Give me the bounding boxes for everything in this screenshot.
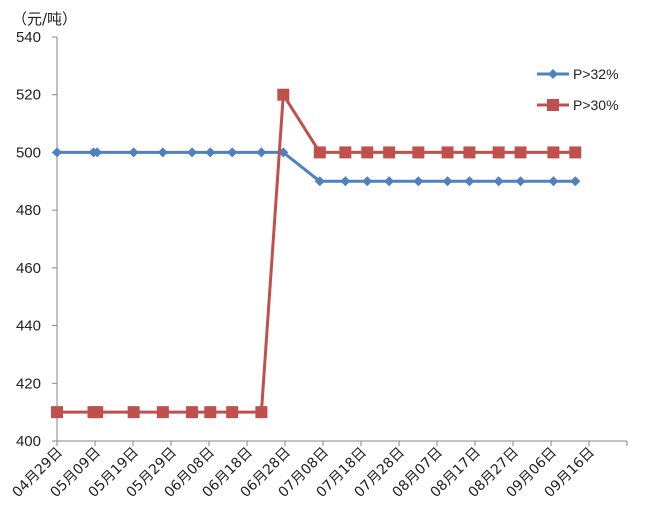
series-line <box>57 93 576 414</box>
data-point-square <box>226 406 239 419</box>
y-tick-label: 480 <box>16 202 41 219</box>
y-tick-label: 540 <box>16 29 41 46</box>
y-tick-label: 460 <box>16 260 41 277</box>
data-point-square <box>361 146 374 159</box>
data-point-square <box>547 99 559 111</box>
data-point-diamond <box>548 69 558 79</box>
data-point-square <box>514 146 527 159</box>
legend: P>32% P>30% <box>537 66 619 113</box>
data-point-square <box>127 406 140 419</box>
data-point-square <box>313 146 326 159</box>
y-tick-label: 440 <box>16 318 41 335</box>
data-point-square <box>383 146 396 159</box>
data-point-diamond <box>187 147 198 158</box>
data-point-diamond <box>362 176 373 187</box>
data-point-square <box>339 146 352 159</box>
legend-item: P>32% <box>537 66 619 82</box>
data-point-square <box>255 406 268 419</box>
data-point-diamond <box>205 147 216 158</box>
data-point-diamond <box>413 176 424 187</box>
legend-item: P>30% <box>537 97 619 113</box>
data-point-diamond <box>442 176 453 187</box>
data-point-diamond <box>570 176 581 187</box>
data-point-diamond <box>157 147 168 158</box>
x-axis-ticks: 04月29日05月09日05月19日05月29日06月08日06月18日06月2… <box>10 441 628 501</box>
data-point-diamond <box>256 147 267 158</box>
data-point-diamond <box>464 176 475 187</box>
data-point-diamond <box>227 147 238 158</box>
legend-label: P>30% <box>573 97 619 113</box>
y-tick-label: 400 <box>16 433 41 450</box>
y-tick-label: 420 <box>16 375 41 392</box>
series-1 <box>51 88 582 419</box>
series-layer <box>51 88 582 419</box>
data-point-square <box>492 146 505 159</box>
data-point-diamond <box>493 176 504 187</box>
data-point-square <box>51 406 63 419</box>
data-point-square <box>91 406 104 419</box>
data-point-square <box>569 146 582 159</box>
data-point-diamond <box>384 176 395 187</box>
y-tick-label: 500 <box>16 144 41 161</box>
data-point-diamond <box>515 176 526 187</box>
data-point-diamond <box>128 147 139 158</box>
data-point-square <box>204 406 217 419</box>
data-point-square <box>463 146 476 159</box>
data-point-diamond <box>92 147 103 158</box>
data-point-diamond <box>548 176 559 187</box>
data-point-square <box>441 146 454 159</box>
data-point-square <box>156 406 169 419</box>
data-point-diamond <box>314 176 325 187</box>
y-axis-ticks: 400 420 440 460 480 500 520 540 <box>16 29 57 450</box>
y-unit-label: （元/吨） <box>12 10 77 28</box>
data-point-square <box>186 406 199 419</box>
data-point-square <box>277 88 290 101</box>
data-point-diamond <box>52 147 62 158</box>
data-point-square <box>412 146 425 159</box>
y-tick-label: 520 <box>16 87 41 104</box>
legend-label: P>32% <box>573 66 619 82</box>
data-point-square <box>547 146 560 159</box>
data-point-diamond <box>340 176 351 187</box>
